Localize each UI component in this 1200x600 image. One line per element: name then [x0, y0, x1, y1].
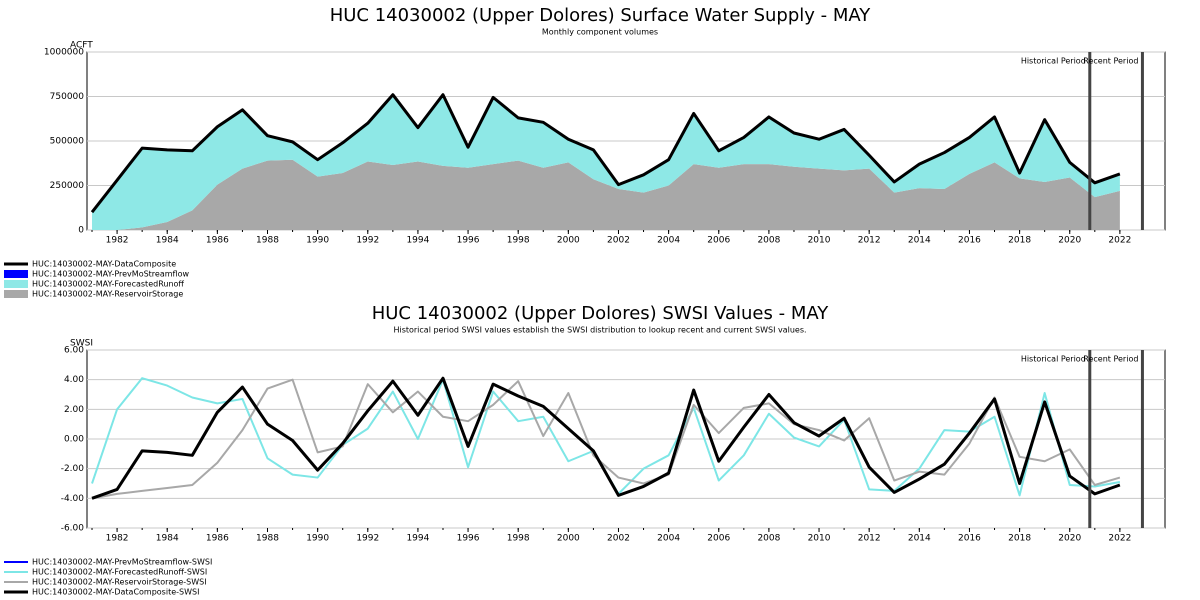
y-tick-label: 2.00 [64, 405, 84, 415]
x-tick-label: 2000 [557, 534, 580, 544]
y-tick-label: -2.00 [61, 464, 85, 474]
area [92, 159, 1120, 230]
x-tick-label: 1990 [306, 534, 329, 544]
x-tick-label: 2002 [607, 534, 630, 544]
x-tick-label: 1992 [356, 236, 379, 246]
x-tick-label: 2022 [1108, 236, 1131, 246]
legend-label: HUC:14030002-MAY-PrevMoStreamflow-SWSI [32, 558, 212, 567]
legend-label: HUC:14030002-MAY-ForecastedRunoff-SWSI [32, 568, 207, 577]
x-tick-label: 1994 [406, 236, 429, 246]
x-tick-label: 2002 [607, 236, 630, 246]
y-tick-label: 4.00 [64, 375, 84, 385]
x-tick-label: 1982 [106, 236, 129, 246]
y-tick-label: 250000 [50, 181, 85, 191]
line [91, 376, 1121, 500]
x-tick-label: 2006 [707, 236, 730, 246]
x-tick-label: 2000 [557, 236, 580, 246]
period-label: Recent Period [1083, 355, 1138, 364]
period-label: Historical Period [1021, 57, 1086, 66]
x-tick-label: 1992 [356, 534, 379, 544]
legend-label: HUC:14030002-MAY-DataComposite-SWSI [32, 588, 199, 597]
x-tick-label: 1996 [457, 534, 480, 544]
y-tick-label: 500000 [50, 137, 85, 147]
x-tick-label: 2016 [958, 236, 981, 246]
x-tick-label: 1988 [256, 534, 279, 544]
legend-label: HUC:14030002-MAY-ReservoirStorage [32, 290, 183, 299]
x-tick-label: 2014 [908, 236, 931, 246]
y-tick-label: 750000 [50, 92, 85, 102]
x-tick-label: 2018 [1008, 236, 1031, 246]
x-tick-label: 2020 [1058, 534, 1081, 544]
x-tick-label: 2004 [657, 534, 680, 544]
y-tick-label: 0 [78, 226, 84, 236]
x-tick-label: 2010 [808, 534, 831, 544]
x-tick-label: 1984 [156, 534, 179, 544]
area [92, 94, 1120, 230]
x-tick-label: 1998 [507, 534, 530, 544]
legend-label: HUC:14030002-MAY-ReservoirStorage-SWSI [32, 578, 207, 587]
x-tick-label: 1986 [206, 534, 229, 544]
y-tick-label: -6.00 [61, 524, 85, 534]
legend-swatch [4, 280, 28, 288]
x-tick-label: 2008 [757, 534, 780, 544]
legend-label: HUC:14030002-MAY-PrevMoStreamflow [32, 270, 189, 279]
x-tick-label: 1998 [507, 236, 530, 246]
y-tick-label: 1000000 [44, 48, 84, 58]
y-tick-label: 0.00 [64, 435, 84, 445]
chart-subtitle: Historical period SWSI values establish … [393, 326, 806, 335]
x-tick-label: 2012 [858, 534, 881, 544]
x-tick-label: 1996 [457, 236, 480, 246]
x-tick-label: 2012 [858, 236, 881, 246]
x-tick-label: 2004 [657, 236, 680, 246]
period-label: Historical Period [1021, 355, 1086, 364]
y-axis-label: ACFT [70, 41, 93, 51]
x-tick-label: 1986 [206, 236, 229, 246]
x-tick-label: 2020 [1058, 236, 1081, 246]
x-tick-label: 2018 [1008, 534, 1031, 544]
y-tick-label: 6.00 [64, 346, 84, 356]
x-tick-label: 2006 [707, 534, 730, 544]
y-tick-label: -4.00 [61, 494, 85, 504]
chart-title: HUC 14030002 (Upper Dolores) SWSI Values… [372, 303, 830, 324]
x-tick-label: 2016 [958, 534, 981, 544]
chart-subtitle: Monthly component volumes [542, 28, 658, 37]
x-tick-label: 2022 [1108, 534, 1131, 544]
x-tick-label: 2010 [808, 236, 831, 246]
x-tick-label: 2008 [757, 236, 780, 246]
x-tick-label: 1988 [256, 236, 279, 246]
y-axis-label: SWSI [70, 339, 93, 349]
x-tick-label: 1984 [156, 236, 179, 246]
x-tick-label: 2014 [908, 534, 931, 544]
legend-swatch [4, 290, 28, 298]
x-tick-label: 1982 [106, 534, 129, 544]
chart-title: HUC 14030002 (Upper Dolores) Surface Wat… [330, 5, 872, 26]
legend-swatch [4, 270, 28, 278]
x-tick-label: 1990 [306, 236, 329, 246]
legend-label: HUC:14030002-MAY-DataComposite [32, 260, 176, 269]
line [90, 93, 1121, 214]
line [91, 378, 1121, 500]
legend-label: HUC:14030002-MAY-ForecastedRunoff [32, 280, 184, 289]
x-tick-label: 1994 [406, 534, 429, 544]
period-label: Recent Period [1083, 57, 1138, 66]
